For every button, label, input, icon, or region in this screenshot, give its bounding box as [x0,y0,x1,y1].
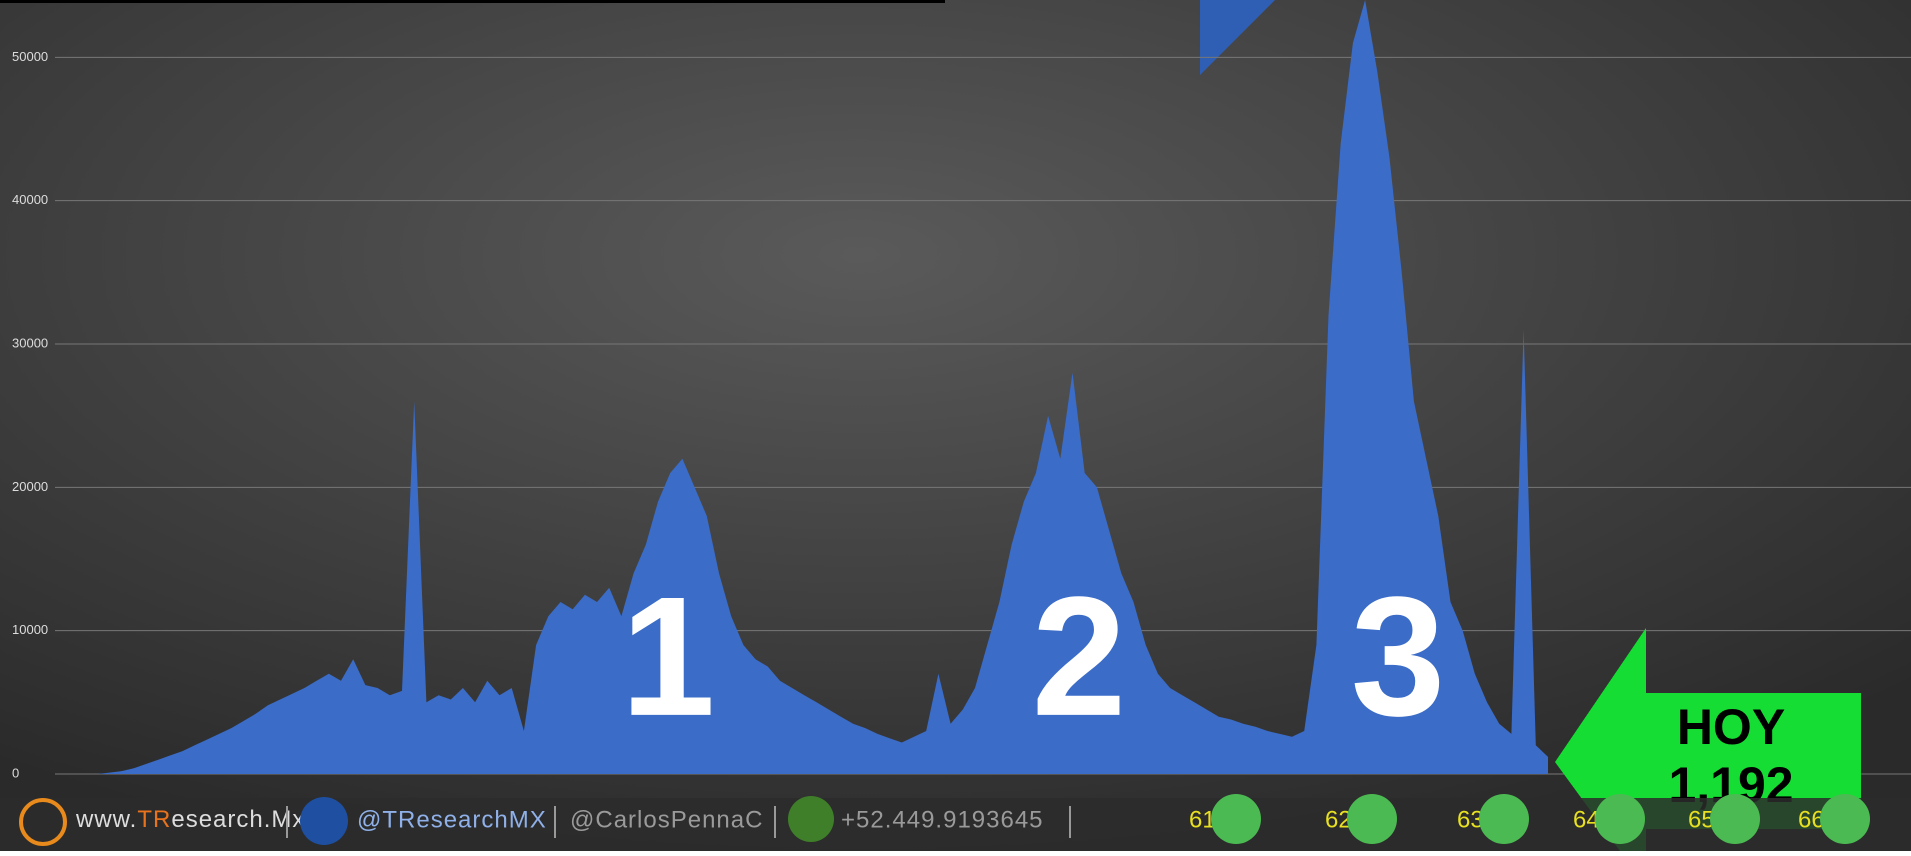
whatsapp-icon [1347,794,1397,844]
y-tick-label: 0 [12,765,19,780]
user-handle: @CarlosPennaC [570,806,763,833]
phone-icon [788,796,834,842]
twitter-icon [300,797,348,845]
callout-arrow [1555,628,1861,851]
area [85,0,1548,774]
site-part: TR [137,806,171,833]
site-link[interactable]: www.TResearch.Mx [75,806,305,833]
whatsapp-icon [1595,794,1645,844]
whatsapp-icon [1710,794,1760,844]
y-tick-label: 50000 [12,49,48,64]
y-tick-label: 40000 [12,192,48,207]
y-tick-label: 30000 [12,335,48,350]
whatsapp-icon [1211,794,1261,844]
y-tick-label: 20000 [12,479,48,494]
site-part: esearch.Mx [171,806,305,833]
phone-number: +52.449.9193645 [841,806,1044,833]
wave-label: 3 [1351,562,1446,752]
twitter-link[interactable]: @TResearchMX [357,806,547,833]
corner-shape [1200,0,1275,75]
callout-text: HOY [1677,699,1785,755]
globe-icon [19,798,67,846]
wave-label: 2 [1032,562,1127,752]
title-bar [0,0,945,3]
whatsapp-icon [1479,794,1529,844]
whatsapp-icon [1820,794,1870,844]
site-part: www. [75,806,137,833]
wave-label: 1 [621,562,716,752]
y-tick-label: 10000 [12,622,48,637]
